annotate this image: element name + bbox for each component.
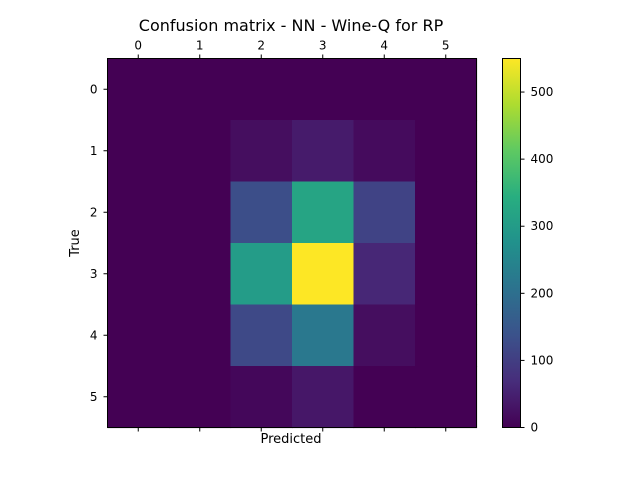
- colorbar: [502, 58, 521, 428]
- heatmap-cell-r5-c0: [107, 366, 170, 429]
- colorbar-tick-label: 0: [531, 421, 539, 435]
- x-tick-label: 0: [134, 39, 142, 53]
- heatmap-cell-r1-c3: [292, 120, 355, 183]
- heatmap-cell-r0-c0: [107, 58, 170, 121]
- colorbar-tick-label: 500: [531, 85, 554, 99]
- x-tick-label: 3: [319, 39, 327, 53]
- heatmap-cell-r0-c3: [292, 58, 355, 121]
- heatmap-cell-r0-c4: [353, 58, 416, 121]
- colorbar-tick-label: 400: [531, 152, 554, 166]
- heatmap-cell-r4-c5: [415, 304, 478, 367]
- heatmap-cell-r4-c1: [169, 304, 232, 367]
- heatmap-cell-r4-c3: [292, 304, 355, 367]
- heatmap-cell-r2-c4: [353, 181, 416, 244]
- y-tick-label: 0: [90, 82, 98, 96]
- heatmap-cell-r2-c3: [292, 181, 355, 244]
- y-tick-label: 5: [90, 390, 98, 404]
- heatmap-cell-r2-c5: [415, 181, 478, 244]
- y-axis-ticks: 0 1 2 3 4 5: [90, 82, 108, 404]
- heatmap-cell-r1-c4: [353, 120, 416, 183]
- y-axis-label: True: [68, 229, 83, 258]
- plot-frame: [107, 58, 477, 428]
- y-tick-label: 4: [90, 328, 98, 342]
- x-tick-label: 2: [257, 39, 265, 53]
- heatmap-cell-r5-c4: [353, 366, 416, 429]
- colorbar-ticks: 0 100 200 300 400 500: [520, 85, 554, 435]
- heatmap-cell-r1-c0: [107, 120, 170, 183]
- chart-title: Confusion matrix - NN - Wine-Q for RP: [139, 16, 444, 35]
- heatmap-cell-r2-c2: [230, 181, 293, 244]
- heatmap-cell-r3-c3: [292, 243, 355, 306]
- heatmap-cell-r2-c1: [169, 181, 232, 244]
- heatmap-cell-r4-c2: [230, 304, 293, 367]
- heatmap-cell-r0-c1: [169, 58, 232, 121]
- colorbar-tick-label: 100: [531, 353, 554, 367]
- x-axis-label: Predicted: [260, 432, 321, 447]
- colorbar-tick-label: 200: [531, 286, 554, 300]
- heatmap-cells: [107, 58, 478, 429]
- colorbar-tick-label: 300: [531, 219, 554, 233]
- heatmap-cell-r3-c4: [353, 243, 416, 306]
- heatmap-cell-r3-c0: [107, 243, 170, 306]
- y-tick-label: 1: [90, 144, 98, 158]
- heatmap-cell-r5-c3: [292, 366, 355, 429]
- heatmap-cell-r4-c4: [353, 304, 416, 367]
- heatmap-cell-r0-c5: [415, 58, 478, 121]
- heatmap-cell-r3-c5: [415, 243, 478, 306]
- heatmap-cell-r3-c2: [230, 243, 293, 306]
- heatmap-cell-r4-c0: [107, 304, 170, 367]
- x-axis-ticks: 0 1 2 3 4 5: [134, 39, 450, 432]
- heatmap-cell-r1-c5: [415, 120, 478, 183]
- heatmap-cell-r2-c0: [107, 181, 170, 244]
- heatmap-cell-r5-c1: [169, 366, 232, 429]
- heatmap-cell-r0-c2: [230, 58, 293, 121]
- y-tick-label: 2: [90, 205, 98, 219]
- heatmap-cell-r3-c1: [169, 243, 232, 306]
- heatmap-cell-r1-c2: [230, 120, 293, 183]
- heatmap-cell-r5-c5: [415, 366, 478, 429]
- x-tick-label: 1: [196, 39, 204, 53]
- heatmap-cell-r5-c2: [230, 366, 293, 429]
- x-tick-label: 4: [380, 39, 388, 53]
- heatmap-cell-r1-c1: [169, 120, 232, 183]
- y-tick-label: 3: [90, 267, 98, 281]
- x-tick-label: 5: [442, 39, 450, 53]
